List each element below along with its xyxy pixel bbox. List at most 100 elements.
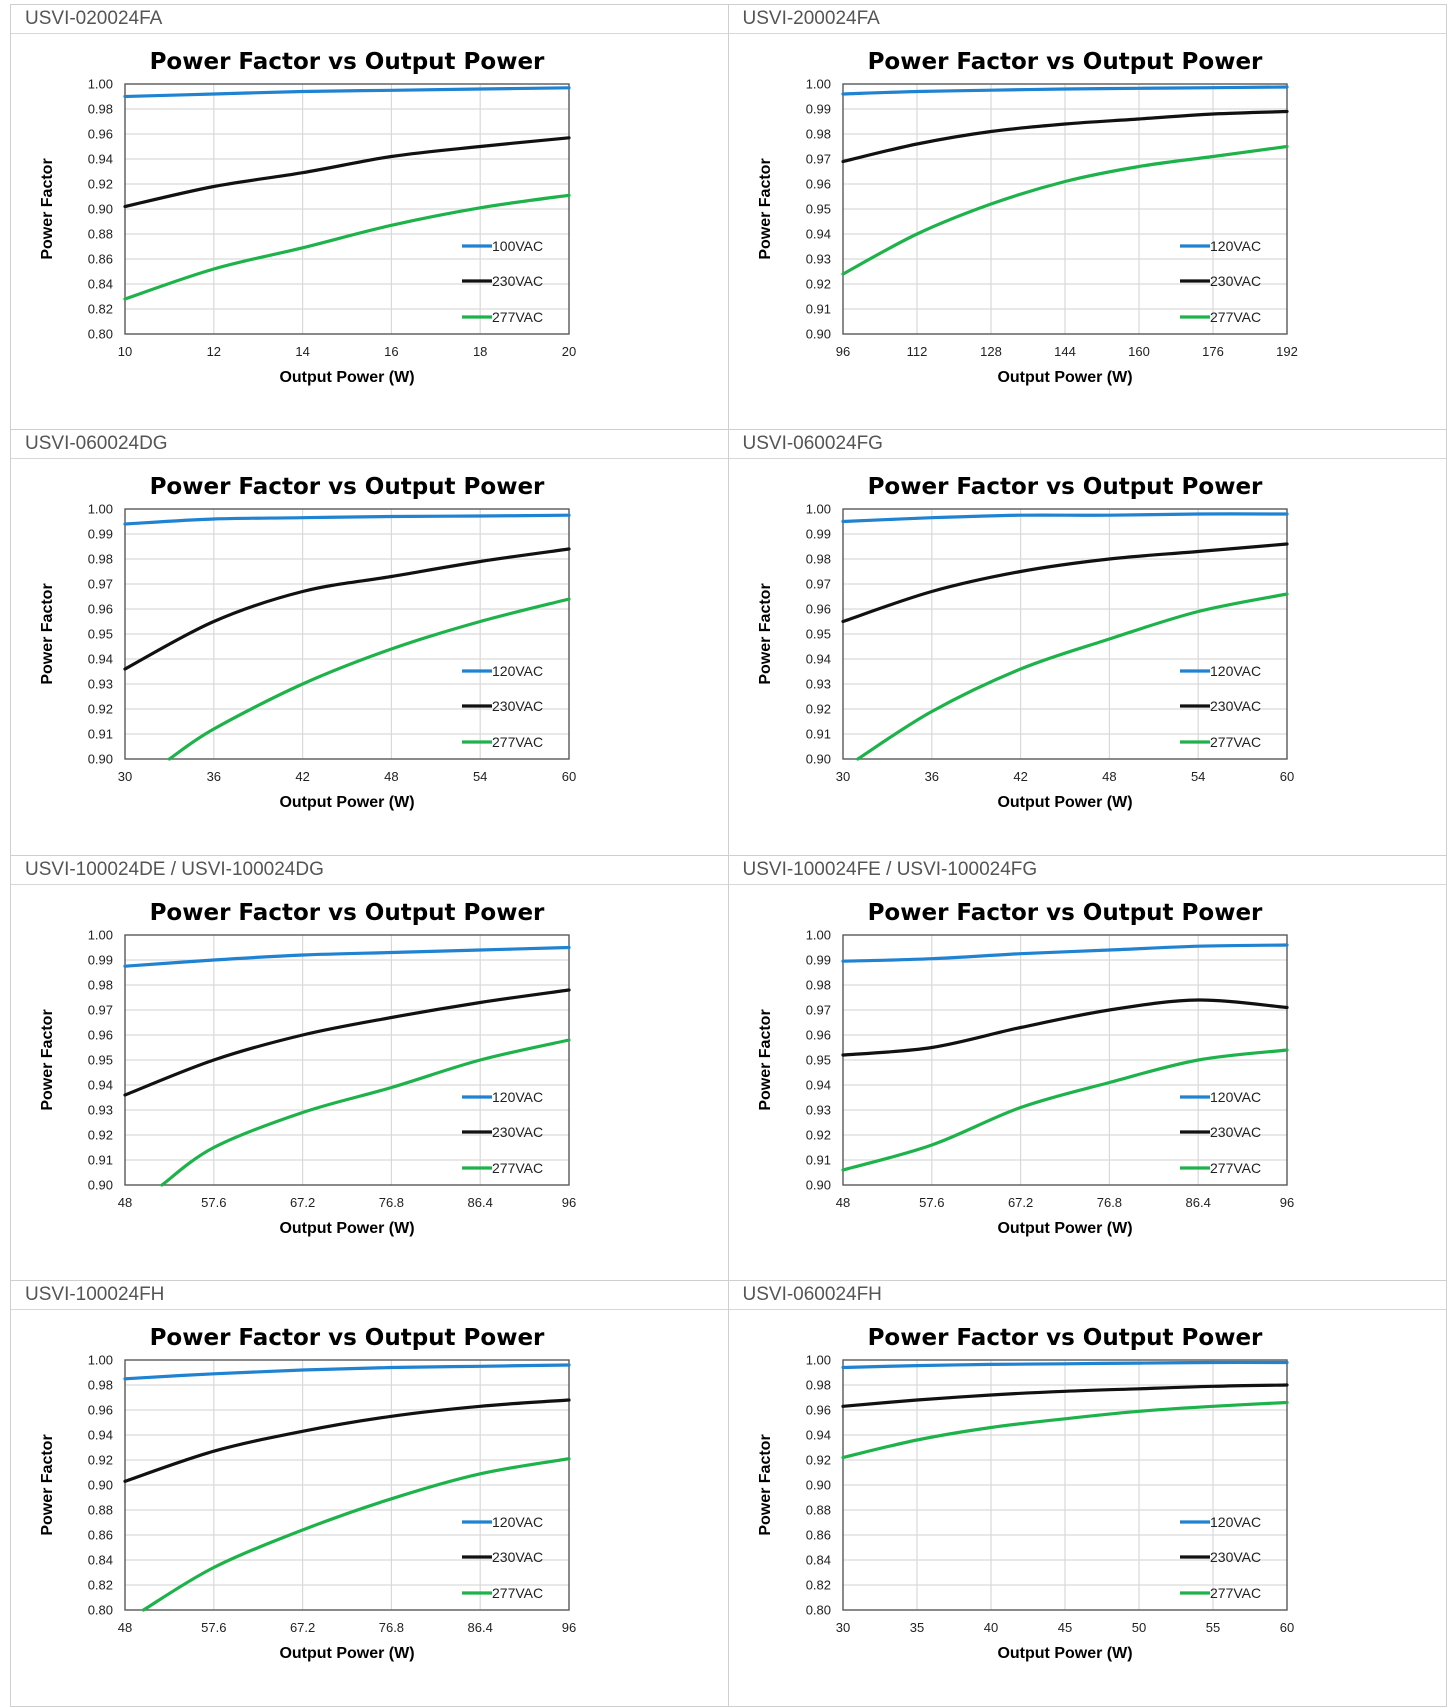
x-tick-label: 86.4 xyxy=(1185,1195,1210,1210)
panel-model-label: USVI-060024FG xyxy=(742,433,883,455)
y-tick-label: 0.88 xyxy=(88,1502,113,1517)
x-axis-label: Output Power (W) xyxy=(997,1645,1132,1662)
x-tick-label: 30 xyxy=(118,769,132,784)
plot-area-border xyxy=(841,1359,1288,1611)
y-tick-label: 0.96 xyxy=(88,127,113,142)
y-tick-label: 0.95 xyxy=(805,627,830,642)
y-tick-label: 0.94 xyxy=(88,152,113,167)
plot-area-border xyxy=(841,508,1288,760)
y-tick-label: 0.80 xyxy=(805,1602,830,1617)
y-tick-label: 1.00 xyxy=(805,927,830,942)
x-axis-label: Output Power (W) xyxy=(279,369,414,386)
y-tick-label: 0.90 xyxy=(88,1477,113,1492)
x-tick-label: 76.8 xyxy=(379,1620,404,1635)
chart-panel: USVI-020024FA Power Factor vs Output Powe… xyxy=(11,5,729,431)
y-tick-label: 0.98 xyxy=(88,977,113,992)
y-tick-label: 0.96 xyxy=(805,1027,830,1042)
legend-label: 277VAC xyxy=(492,734,543,750)
plot-area-border xyxy=(124,933,570,1186)
line-chart: Power Factor vs Output Power 10 12 14 16 18 20… xyxy=(39,49,576,386)
label-divider xyxy=(11,883,728,885)
x-tick-label: 57.6 xyxy=(201,1620,226,1635)
y-tick-label: 0.94 xyxy=(88,652,113,667)
y-tick-label: 0.92 xyxy=(805,277,830,292)
chart-title: Power Factor vs Output Power xyxy=(150,49,545,75)
legend-label: 230VAC xyxy=(492,1549,543,1565)
y-tick-label: 0.96 xyxy=(88,1027,113,1042)
y-tick-label: 1.00 xyxy=(805,77,830,92)
y-axis-label: Power Factor xyxy=(39,1434,56,1535)
y-tick-label: 0.96 xyxy=(88,1402,113,1417)
y-tick-label: 0.92 xyxy=(88,177,113,192)
legend-label: 277VAC xyxy=(1210,309,1261,325)
panel-model-label: USVI-100024DE / USVI-100024DG xyxy=(25,858,324,880)
y-tick-label: 0.98 xyxy=(88,1377,113,1392)
chart-title: Power Factor vs Output Power xyxy=(150,900,545,926)
x-tick-label: 48 xyxy=(384,769,398,784)
y-tick-label: 0.98 xyxy=(805,127,830,142)
x-tick-label: 16 xyxy=(384,344,398,359)
y-tick-label: 1.00 xyxy=(88,77,113,92)
series-line-230vac xyxy=(840,109,1289,164)
x-tick-label: 96 xyxy=(1279,1195,1293,1210)
chart-panel: USVI-100024FH Power Factor vs Output Powe… xyxy=(11,1280,729,1706)
series-line-230vac xyxy=(840,997,1289,1057)
y-tick-label: 0.98 xyxy=(805,1377,830,1392)
label-divider xyxy=(728,458,1446,460)
y-tick-label: 0.94 xyxy=(88,1427,113,1442)
y-tick-label: 0.90 xyxy=(88,202,113,217)
x-tick-label: 67.2 xyxy=(290,1620,315,1635)
x-axis-label: Output Power (W) xyxy=(279,794,414,811)
legend-label: 120VAC xyxy=(1210,1514,1261,1530)
y-tick-label: 0.95 xyxy=(88,1052,113,1067)
y-tick-label: 0.86 xyxy=(88,1527,113,1542)
x-tick-label: 48 xyxy=(118,1620,132,1635)
legend-label: 230VAC xyxy=(1210,1549,1261,1565)
legend-label: 120VAC xyxy=(492,1514,543,1530)
y-tick-label: 0.92 xyxy=(88,702,113,717)
series-line-120vac xyxy=(840,512,1289,524)
x-tick-label: 35 xyxy=(909,1620,923,1635)
series-line-120vac xyxy=(123,513,571,526)
chart-title: Power Factor vs Output Power xyxy=(867,474,1262,500)
x-tick-label: 42 xyxy=(1013,769,1027,784)
y-tick-label: 0.92 xyxy=(88,1452,113,1467)
y-axis-label: Power Factor xyxy=(39,158,56,259)
chart-title: Power Factor vs Output Power xyxy=(867,900,1262,926)
legend-label: 120VAC xyxy=(1210,238,1261,254)
legend-label: 230VAC xyxy=(492,273,543,289)
x-axis-label: Output Power (W) xyxy=(997,1220,1132,1237)
y-axis-label: Power Factor xyxy=(39,1009,56,1110)
label-divider xyxy=(11,458,728,460)
y-tick-label: 0.92 xyxy=(88,1127,113,1142)
series-line-277vac xyxy=(855,592,1289,761)
y-tick-label: 0.80 xyxy=(88,1602,113,1617)
x-axis-label: Output Power (W) xyxy=(997,794,1132,811)
x-tick-label: 30 xyxy=(835,1620,849,1635)
y-tick-label: 0.93 xyxy=(805,252,830,267)
x-tick-label: 128 xyxy=(980,344,1002,359)
y-tick-label: 0.94 xyxy=(805,227,830,242)
chart-title: Power Factor vs Output Power xyxy=(150,1325,545,1351)
x-tick-label: 60 xyxy=(1279,1620,1293,1635)
y-tick-label: 0.90 xyxy=(805,1177,830,1192)
y-tick-label: 0.95 xyxy=(805,1052,830,1067)
series-line-230vac xyxy=(840,1383,1289,1408)
series-line-120vac xyxy=(840,942,1289,963)
y-tick-label: 0.91 xyxy=(805,1152,830,1167)
series-line-120vac xyxy=(840,85,1289,96)
chart-panel: USVI-060024FH Power Factor vs Output Powe… xyxy=(728,1281,1446,1706)
y-tick-label: 0.99 xyxy=(88,952,113,967)
y-tick-label: 0.99 xyxy=(805,102,830,117)
series-line-230vac xyxy=(840,542,1289,624)
x-tick-label: 54 xyxy=(1190,769,1204,784)
series-line-277vac xyxy=(160,1037,571,1187)
y-tick-label: 0.97 xyxy=(88,1002,113,1017)
plot-area-border xyxy=(841,933,1288,1186)
chart-panel: USVI-100024FE / USVI-100024FG Power Facto… xyxy=(728,856,1446,1281)
plot-area-border xyxy=(124,83,570,335)
panel-model-label: USVI-020024FA xyxy=(25,8,163,29)
x-tick-label: 50 xyxy=(1131,1620,1145,1635)
y-tick-label: 0.97 xyxy=(805,577,830,592)
panel-model-label: USVI-100024FH xyxy=(25,1283,165,1305)
